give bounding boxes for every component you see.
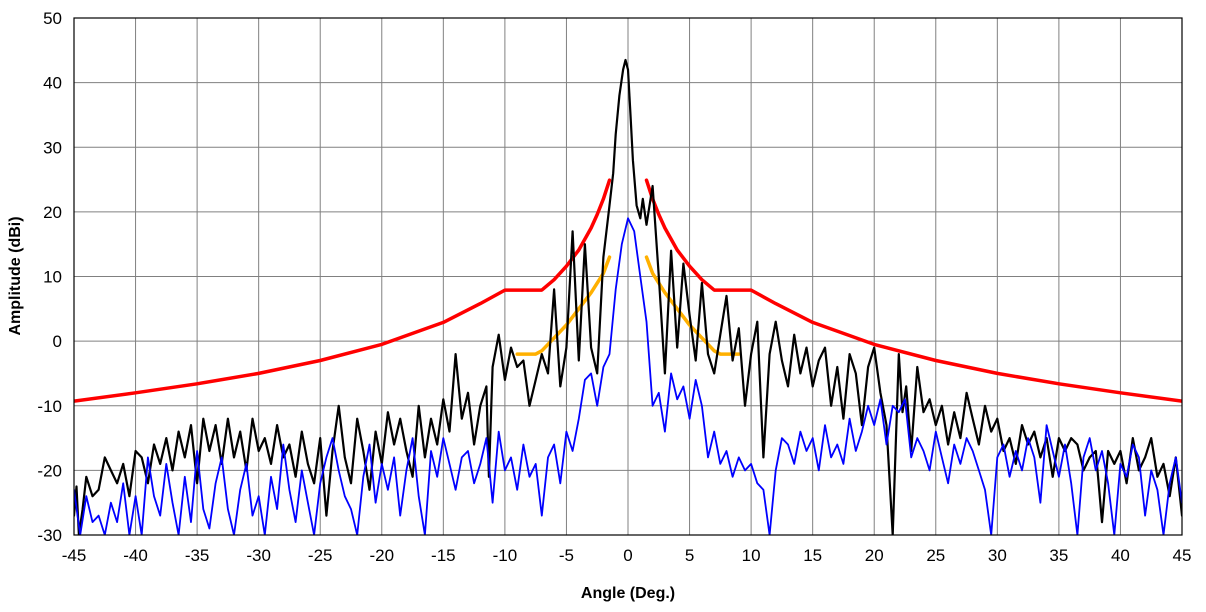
x-tick-label: 40 bbox=[1111, 546, 1130, 565]
x-tick-label: -20 bbox=[369, 546, 394, 565]
x-tick-label: -10 bbox=[493, 546, 518, 565]
x-tick-label: -25 bbox=[308, 546, 333, 565]
x-axis-title: Angle (Deg.) bbox=[581, 585, 675, 602]
x-tick-label: -15 bbox=[431, 546, 456, 565]
x-tick-label: 15 bbox=[803, 546, 822, 565]
x-tick-label: -40 bbox=[123, 546, 148, 565]
x-tick-label: 30 bbox=[988, 546, 1007, 565]
x-tick-labels: -45 -40 -35 -30 -25 -20 -15 -10 -5 0 5 10 15 20 25 30 35… bbox=[62, 546, 1192, 565]
y-tick-label: -20 bbox=[37, 461, 62, 480]
y-tick-label: 0 bbox=[53, 332, 62, 351]
x-tick-label: -35 bbox=[185, 546, 210, 565]
y-tick-labels: 50 40 30 20 10 0 -10 -20 -30 bbox=[37, 9, 62, 545]
y-tick-label: 10 bbox=[43, 268, 62, 287]
x-tick-label: -30 bbox=[246, 546, 271, 565]
y-tick-label: 50 bbox=[43, 9, 62, 28]
y-tick-label: 20 bbox=[43, 203, 62, 222]
x-tick-label: -5 bbox=[559, 546, 574, 565]
black-pattern-line bbox=[74, 58, 1182, 535]
x-tick-label: 35 bbox=[1049, 546, 1068, 565]
x-tick-label: 5 bbox=[685, 546, 694, 565]
plot-area-frame bbox=[73, 17, 1183, 536]
x-tick-label: 0 bbox=[623, 546, 632, 565]
series-group bbox=[74, 58, 1182, 535]
x-tick-label: 20 bbox=[865, 546, 884, 565]
red-mask-line bbox=[74, 178, 1182, 403]
y-tick-label: -10 bbox=[37, 397, 62, 416]
x-tick-label: 10 bbox=[742, 546, 761, 565]
x-tick-label: 25 bbox=[926, 546, 945, 565]
y-tick-label: -30 bbox=[37, 526, 62, 545]
y-axis-title: Amplitude (dBi) bbox=[7, 216, 24, 335]
x-tick-label: 45 bbox=[1173, 546, 1192, 565]
x-tick-label: -45 bbox=[62, 546, 87, 565]
blue-pattern-line bbox=[74, 217, 1182, 535]
y-tick-label: 40 bbox=[43, 74, 62, 93]
y-tick-label: 30 bbox=[43, 138, 62, 157]
